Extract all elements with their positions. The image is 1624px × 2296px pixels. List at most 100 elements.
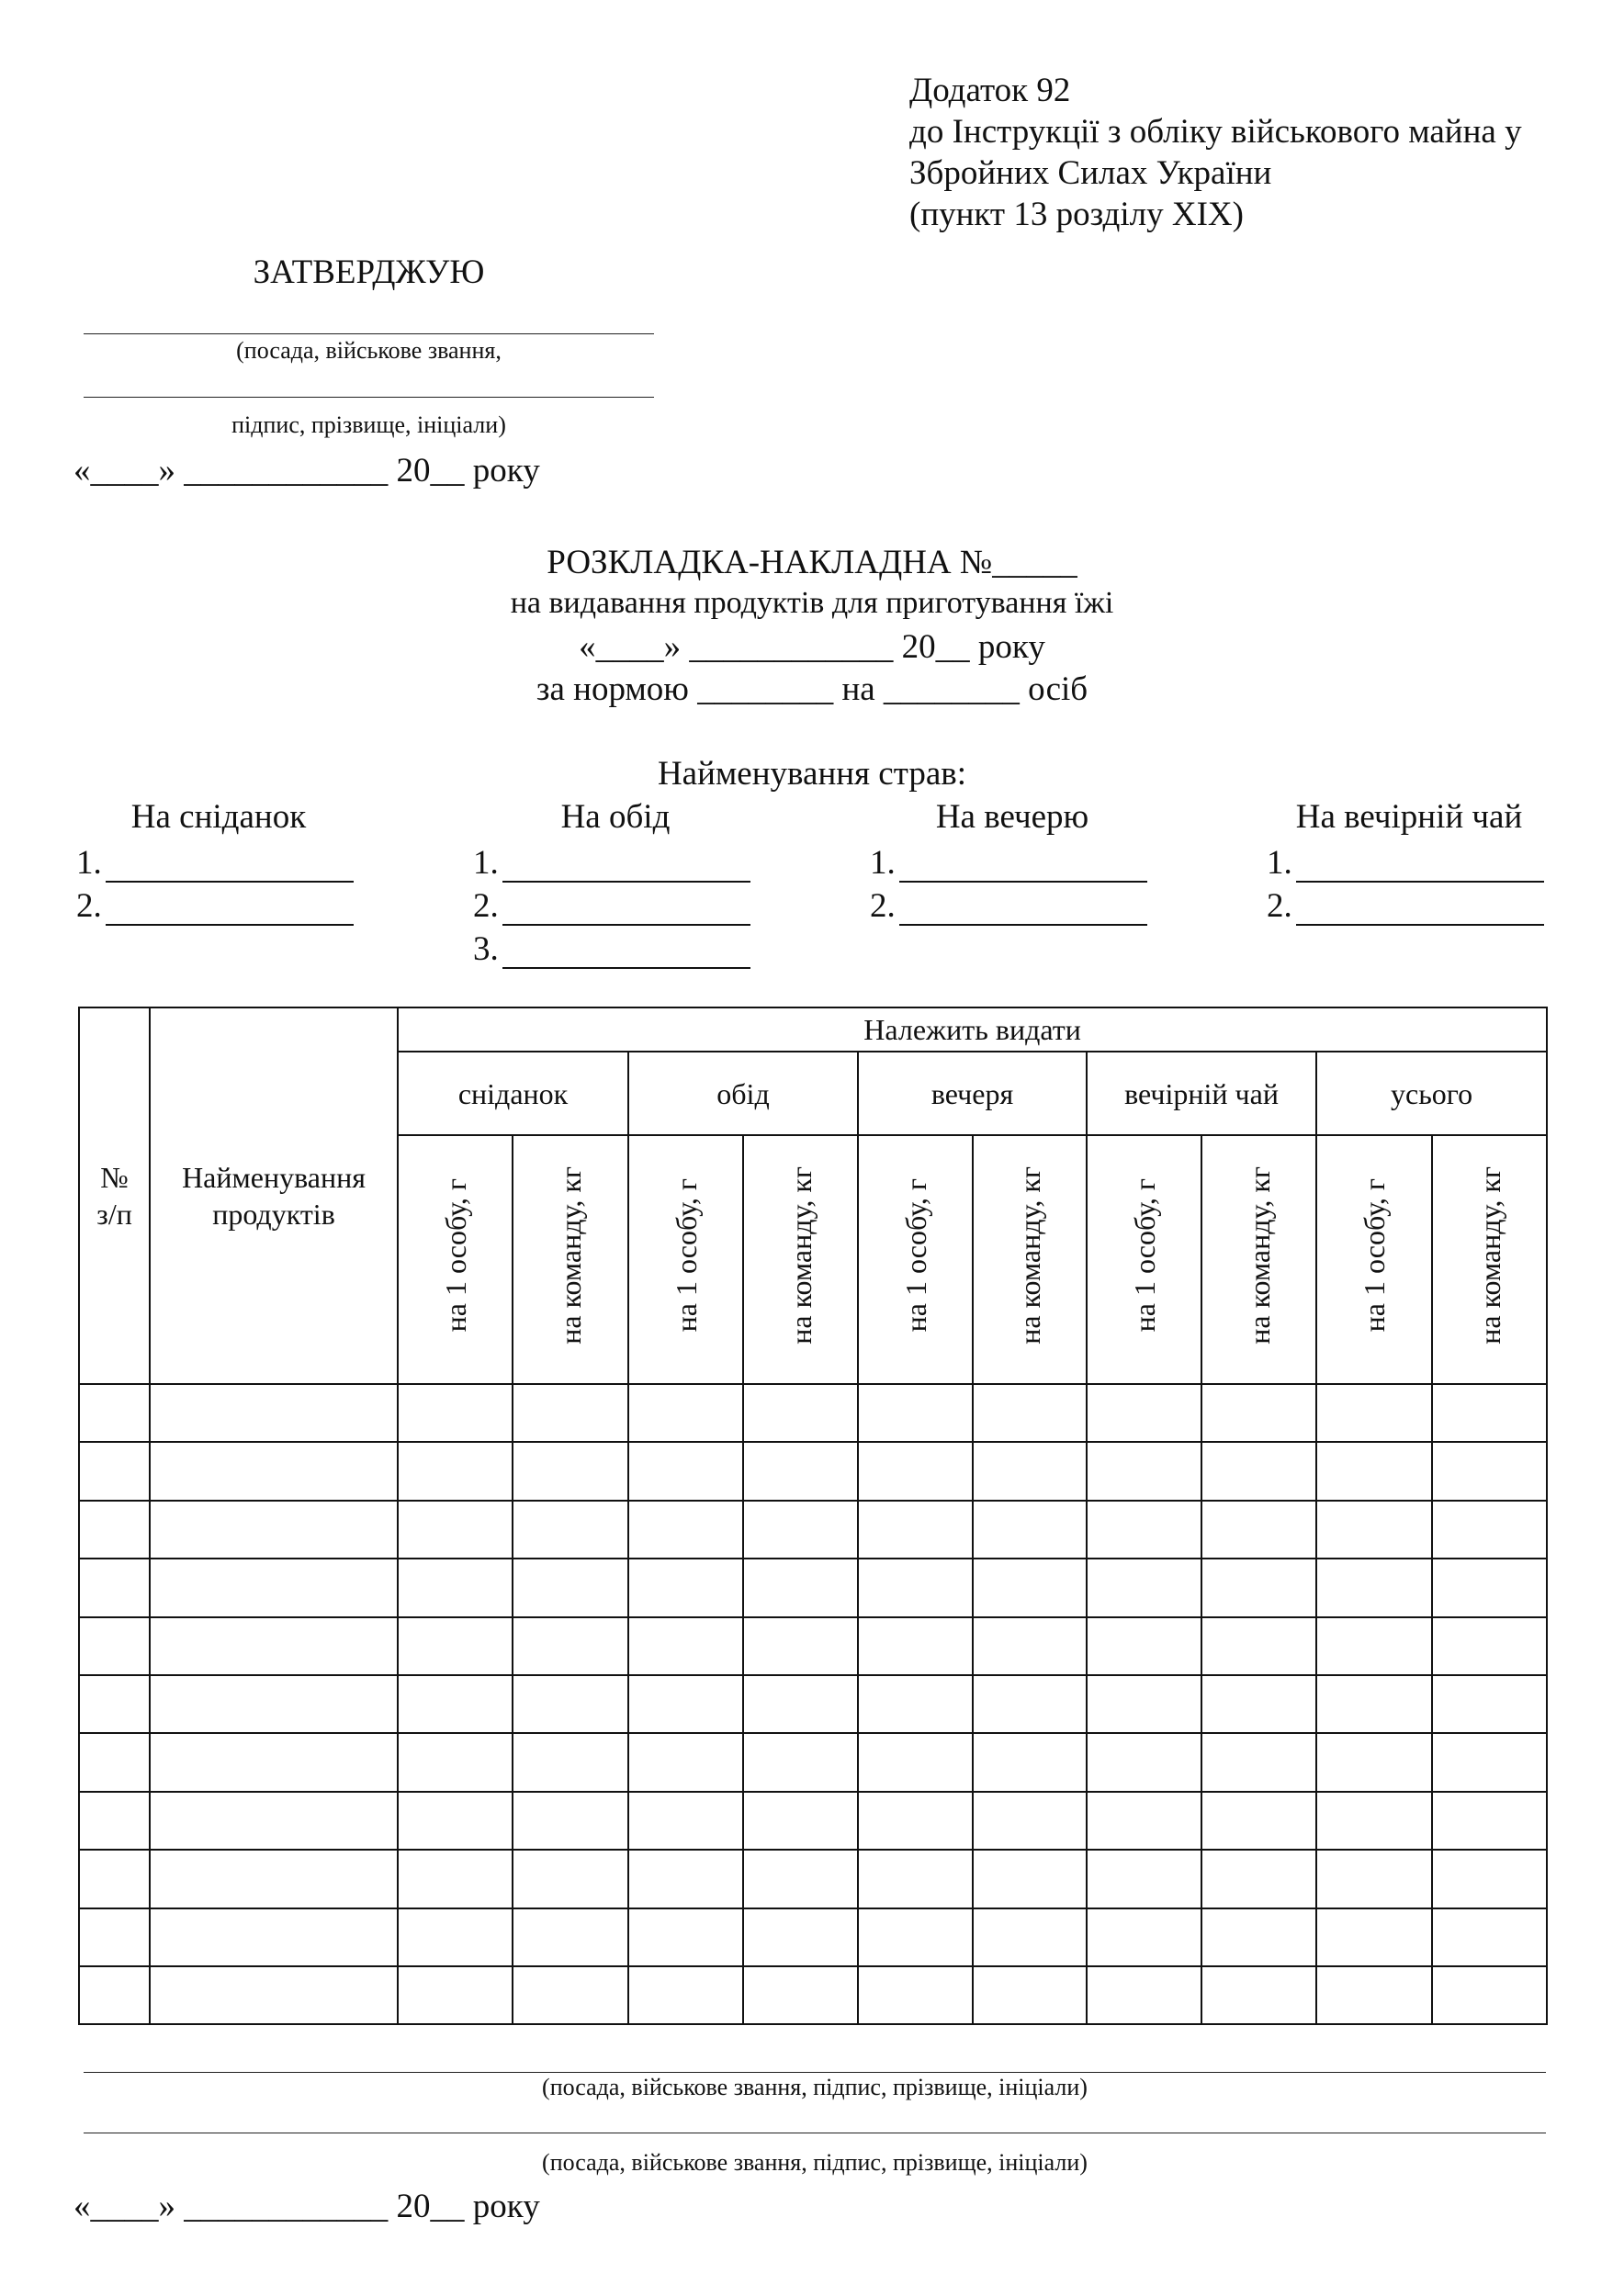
table-cell[interactable] bbox=[742, 1790, 859, 1851]
table-cell[interactable] bbox=[742, 1673, 859, 1735]
table-cell[interactable] bbox=[1430, 1673, 1549, 1735]
table-cell[interactable] bbox=[149, 1732, 399, 1793]
table-cell[interactable] bbox=[78, 1732, 151, 1793]
table-cell[interactable] bbox=[512, 1615, 629, 1676]
table-cell[interactable] bbox=[627, 1615, 744, 1676]
table-cell[interactable] bbox=[972, 1964, 1088, 2026]
table-cell[interactable] bbox=[1201, 1673, 1317, 1735]
table-cell[interactable] bbox=[512, 1732, 629, 1793]
table-cell[interactable] bbox=[1430, 1558, 1549, 1618]
table-cell[interactable] bbox=[1086, 1615, 1202, 1676]
document-date[interactable]: «____» ____________ 20__ року bbox=[579, 628, 1045, 666]
table-cell[interactable] bbox=[742, 1849, 859, 1909]
table-cell[interactable] bbox=[78, 1849, 151, 1909]
table-cell[interactable] bbox=[1430, 1732, 1549, 1793]
table-cell[interactable] bbox=[1315, 1732, 1433, 1793]
table-cell[interactable] bbox=[1086, 1732, 1202, 1793]
table-cell[interactable] bbox=[397, 1441, 513, 1502]
table-cell[interactable] bbox=[149, 1673, 399, 1735]
table-cell[interactable] bbox=[742, 1615, 859, 1676]
table-cell[interactable] bbox=[1201, 1964, 1317, 2026]
dish-field[interactable]: 2. bbox=[473, 883, 840, 926]
table-cell[interactable] bbox=[512, 1441, 629, 1502]
table-cell[interactable] bbox=[857, 1558, 974, 1618]
table-cell[interactable] bbox=[1315, 1790, 1433, 1851]
table-cell[interactable] bbox=[1201, 1849, 1317, 1909]
table-cell[interactable] bbox=[78, 1615, 151, 1676]
table-cell[interactable] bbox=[78, 1558, 151, 1618]
dish-field[interactable]: 1. bbox=[1267, 839, 1624, 883]
table-cell[interactable] bbox=[857, 1441, 974, 1502]
table-cell[interactable] bbox=[857, 1615, 974, 1676]
table-cell[interactable] bbox=[857, 1790, 974, 1851]
table-cell[interactable] bbox=[742, 1964, 859, 2026]
signature-line-1[interactable] bbox=[84, 2072, 1546, 2073]
dish-field[interactable]: 2. bbox=[76, 883, 444, 926]
table-cell[interactable] bbox=[972, 1499, 1088, 1560]
table-cell[interactable] bbox=[1086, 1499, 1202, 1560]
table-cell[interactable] bbox=[149, 1790, 399, 1851]
table-cell[interactable] bbox=[397, 1673, 513, 1735]
table-cell[interactable] bbox=[857, 1964, 974, 2026]
table-cell[interactable] bbox=[149, 1499, 399, 1560]
table-cell[interactable] bbox=[1315, 1558, 1433, 1618]
table-cell[interactable] bbox=[972, 1382, 1088, 1444]
table-cell[interactable] bbox=[857, 1907, 974, 1967]
table-cell[interactable] bbox=[742, 1499, 859, 1560]
table-cell[interactable] bbox=[512, 1382, 629, 1444]
approval-line-1[interactable] bbox=[84, 333, 654, 334]
table-cell[interactable] bbox=[512, 1499, 629, 1560]
table-cell[interactable] bbox=[1201, 1907, 1317, 1967]
table-cell[interactable] bbox=[1086, 1907, 1202, 1967]
table-cell[interactable] bbox=[627, 1907, 744, 1967]
dish-field[interactable]: 2. bbox=[870, 883, 1237, 926]
table-cell[interactable] bbox=[1315, 1441, 1433, 1502]
table-cell[interactable] bbox=[397, 1907, 513, 1967]
table-cell[interactable] bbox=[149, 1907, 399, 1967]
table-cell[interactable] bbox=[742, 1907, 859, 1967]
table-cell[interactable] bbox=[397, 1499, 513, 1560]
table-cell[interactable] bbox=[1086, 1964, 1202, 2026]
table-cell[interactable] bbox=[972, 1907, 1088, 1967]
table-cell[interactable] bbox=[78, 1907, 151, 1967]
footer-date[interactable]: «____» ____________ 20__ року bbox=[73, 2188, 540, 2225]
table-cell[interactable] bbox=[397, 1382, 513, 1444]
table-cell[interactable] bbox=[857, 1499, 974, 1560]
table-cell[interactable] bbox=[78, 1441, 151, 1502]
table-cell[interactable] bbox=[149, 1849, 399, 1909]
approval-date[interactable]: «____» ____________ 20__ року bbox=[73, 452, 540, 490]
table-cell[interactable] bbox=[1201, 1499, 1317, 1560]
table-cell[interactable] bbox=[397, 1964, 513, 2026]
table-cell[interactable] bbox=[1430, 1615, 1549, 1676]
table-cell[interactable] bbox=[627, 1673, 744, 1735]
table-cell[interactable] bbox=[78, 1673, 151, 1735]
table-cell[interactable] bbox=[857, 1732, 974, 1793]
table-cell[interactable] bbox=[512, 1790, 629, 1851]
table-cell[interactable] bbox=[512, 1558, 629, 1618]
table-cell[interactable] bbox=[149, 1964, 399, 2026]
document-norm[interactable]: за нормою ________ на ________ осіб bbox=[536, 670, 1088, 708]
table-cell[interactable] bbox=[972, 1673, 1088, 1735]
table-cell[interactable] bbox=[512, 1673, 629, 1735]
approval-line-2[interactable] bbox=[84, 397, 654, 398]
table-cell[interactable] bbox=[1086, 1849, 1202, 1909]
table-cell[interactable] bbox=[512, 1907, 629, 1967]
table-cell[interactable] bbox=[627, 1441, 744, 1502]
table-cell[interactable] bbox=[78, 1382, 151, 1444]
table-cell[interactable] bbox=[1086, 1790, 1202, 1851]
table-cell[interactable] bbox=[78, 1790, 151, 1851]
table-cell[interactable] bbox=[627, 1732, 744, 1793]
table-cell[interactable] bbox=[742, 1441, 859, 1502]
table-cell[interactable] bbox=[857, 1382, 974, 1444]
table-cell[interactable] bbox=[1430, 1499, 1549, 1560]
table-cell[interactable] bbox=[397, 1558, 513, 1618]
table-cell[interactable] bbox=[627, 1964, 744, 2026]
table-cell[interactable] bbox=[1430, 1790, 1549, 1851]
table-cell[interactable] bbox=[972, 1558, 1088, 1618]
table-cell[interactable] bbox=[78, 1964, 151, 2026]
table-cell[interactable] bbox=[1086, 1382, 1202, 1444]
table-cell[interactable] bbox=[1086, 1558, 1202, 1618]
table-cell[interactable] bbox=[149, 1382, 399, 1444]
table-cell[interactable] bbox=[1315, 1964, 1433, 2026]
table-cell[interactable] bbox=[972, 1441, 1088, 1502]
